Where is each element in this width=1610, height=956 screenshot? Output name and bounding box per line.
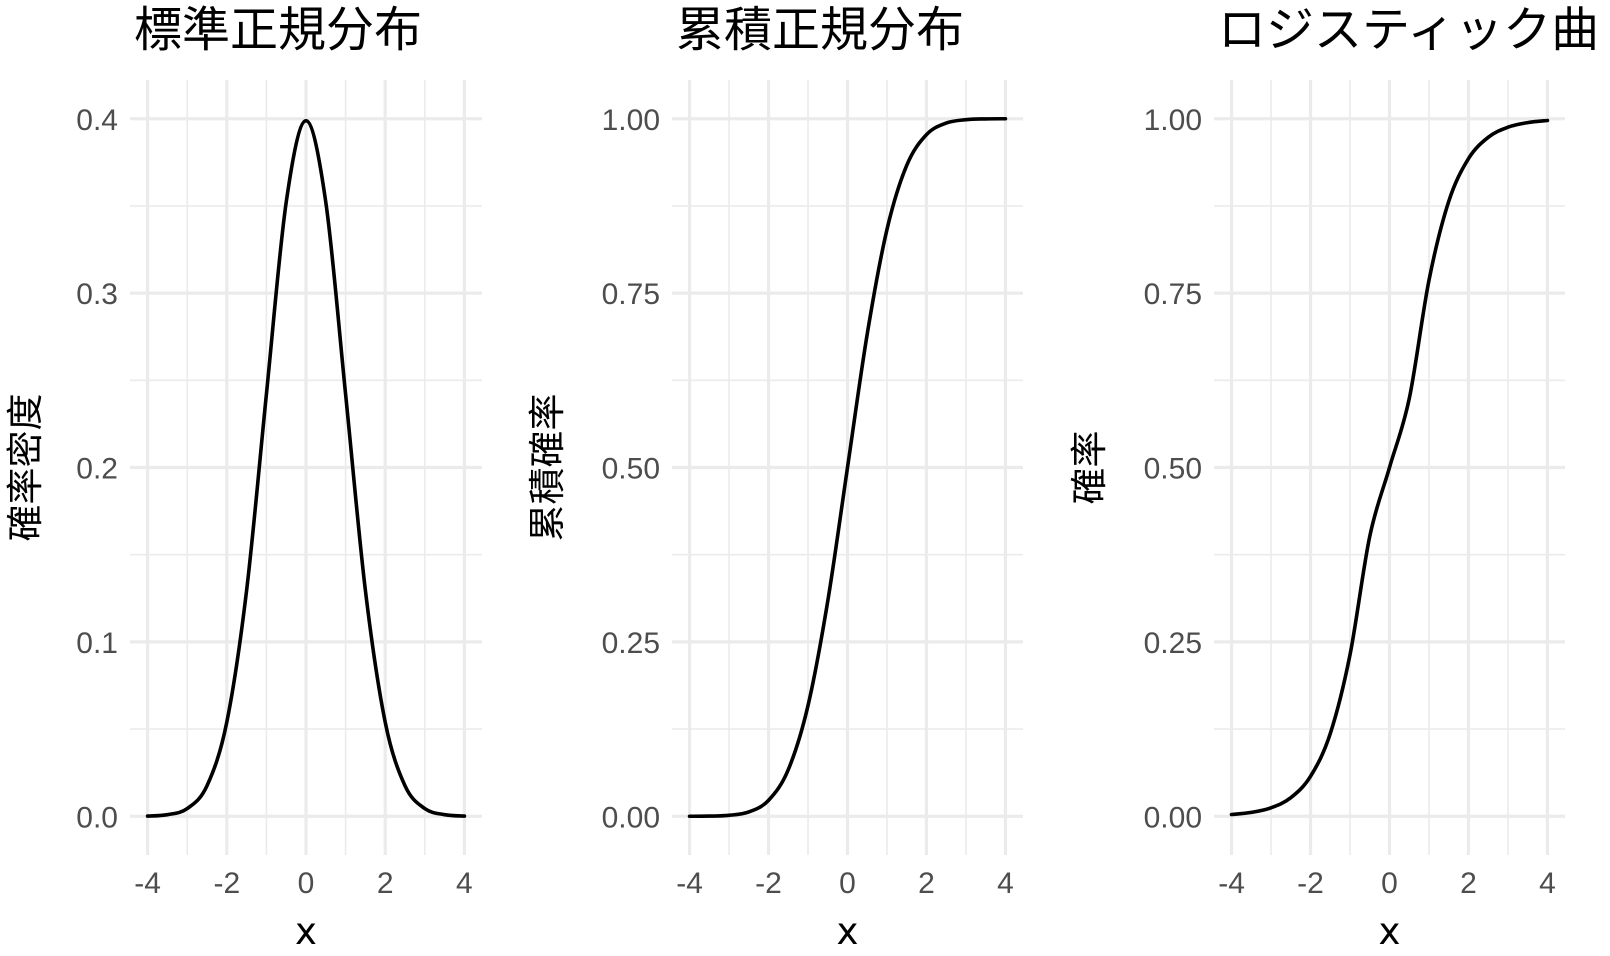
y-tick-label: 0.50 bbox=[1144, 453, 1202, 486]
x-tick-label: 4 bbox=[997, 867, 1014, 900]
y-tick-label: 0.75 bbox=[1144, 278, 1202, 311]
x-tick-label: 2 bbox=[918, 867, 935, 900]
y-tick-label: 0.1 bbox=[76, 627, 118, 660]
y-tick-label: 0.4 bbox=[76, 104, 118, 137]
x-tick-label: -2 bbox=[755, 867, 782, 900]
x-tick-label: -4 bbox=[134, 867, 161, 900]
series-line bbox=[687, 116, 1008, 819]
x-tick-label: 0 bbox=[298, 867, 315, 900]
y-tick-label: 1.00 bbox=[1144, 104, 1202, 137]
chart-title: ロジスティック曲 bbox=[1218, 2, 1599, 58]
x-tick-label: -4 bbox=[1218, 867, 1245, 900]
x-tick-label: -2 bbox=[213, 867, 240, 900]
x-tick-label: -2 bbox=[1297, 867, 1324, 900]
series-line bbox=[1229, 118, 1550, 817]
chart-panel-3: 0.00 0.25 0.50 0.75 1.00 -4 -2 0 2 4 ロジスティック曲 x 確率 bbox=[1068, 2, 1599, 953]
y-tick-label: 0.25 bbox=[1144, 627, 1202, 660]
x-axis-title: x bbox=[295, 910, 317, 953]
y-tick-label: 0.75 bbox=[602, 278, 660, 311]
y-tick-label: 0.0 bbox=[76, 801, 118, 834]
chart-title: 累積正規分布 bbox=[676, 2, 964, 58]
y-tick-label: 0.25 bbox=[602, 627, 660, 660]
series-line bbox=[145, 118, 467, 818]
x-tick-label: 4 bbox=[1539, 867, 1556, 900]
y-tick-label: 0.00 bbox=[602, 801, 660, 834]
x-tick-label: 4 bbox=[456, 867, 473, 900]
y-tick-label: 1.00 bbox=[602, 104, 660, 137]
x-tick-label: 2 bbox=[377, 867, 394, 900]
x-axis-title: x bbox=[837, 910, 859, 953]
y-axis-title: 確率密度 bbox=[4, 394, 47, 542]
y-tick-label: 0.50 bbox=[602, 453, 660, 486]
chart-panel-2: 0.00 0.25 0.50 0.75 1.00 -4 -2 0 2 4 累積正規分布 x 累積確率 bbox=[526, 2, 1023, 953]
x-axis-title: x bbox=[1379, 910, 1401, 953]
chart-title: 標準正規分布 bbox=[134, 2, 422, 58]
y-tick-label: 0.3 bbox=[76, 278, 118, 311]
x-tick-label: 0 bbox=[1381, 867, 1398, 900]
y-tick-label: 0.00 bbox=[1144, 801, 1202, 834]
x-tick-label: 2 bbox=[1460, 867, 1477, 900]
chart-panel-1: 0.0 0.1 0.2 0.3 0.4 -4 -2 0 2 4 標準正規分布 x 確率密度 bbox=[4, 2, 482, 953]
x-tick-label: -4 bbox=[676, 867, 703, 900]
y-axis-title: 累積確率 bbox=[526, 394, 569, 542]
y-tick-label: 0.2 bbox=[76, 453, 118, 486]
x-tick-label: 0 bbox=[839, 867, 856, 900]
y-axis-title: 確率 bbox=[1068, 431, 1111, 505]
